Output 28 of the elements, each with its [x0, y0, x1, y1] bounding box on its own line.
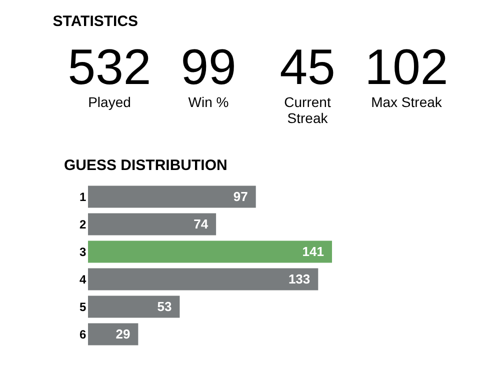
data-label: 133 [288, 271, 310, 286]
chart-title: GUESS DISTRIBUTION [64, 157, 228, 174]
data-label: 97 [233, 188, 248, 204]
bar [88, 186, 256, 208]
y-tick-label: 4 [80, 272, 86, 286]
data-label: 45 [280, 39, 336, 95]
y-tick-label: 1 [80, 190, 86, 204]
category-label: Max Streak [371, 94, 443, 110]
y-tick-label: 5 [80, 300, 86, 314]
bar [88, 323, 138, 346]
data-label: 74 [194, 216, 209, 232]
text: STATISTICS [52, 13, 138, 30]
bar [88, 213, 216, 236]
bar [88, 296, 180, 318]
y-tick-label: 3 [80, 244, 86, 259]
data-label: 99 [180, 39, 236, 95]
category-label: Win % [188, 94, 229, 110]
bar [88, 240, 332, 263]
data-label: 141 [302, 244, 324, 259]
y-tick-label: 2 [80, 217, 86, 232]
bar [88, 268, 318, 290]
data-label: 29 [116, 326, 130, 342]
data-label: 102 [364, 39, 448, 95]
category-label: Played [88, 94, 131, 110]
data-label: 53 [157, 298, 172, 314]
category-label: Current Streak [284, 94, 331, 126]
data-label: 532 [68, 39, 152, 95]
y-tick-label: 6 [80, 327, 86, 342]
